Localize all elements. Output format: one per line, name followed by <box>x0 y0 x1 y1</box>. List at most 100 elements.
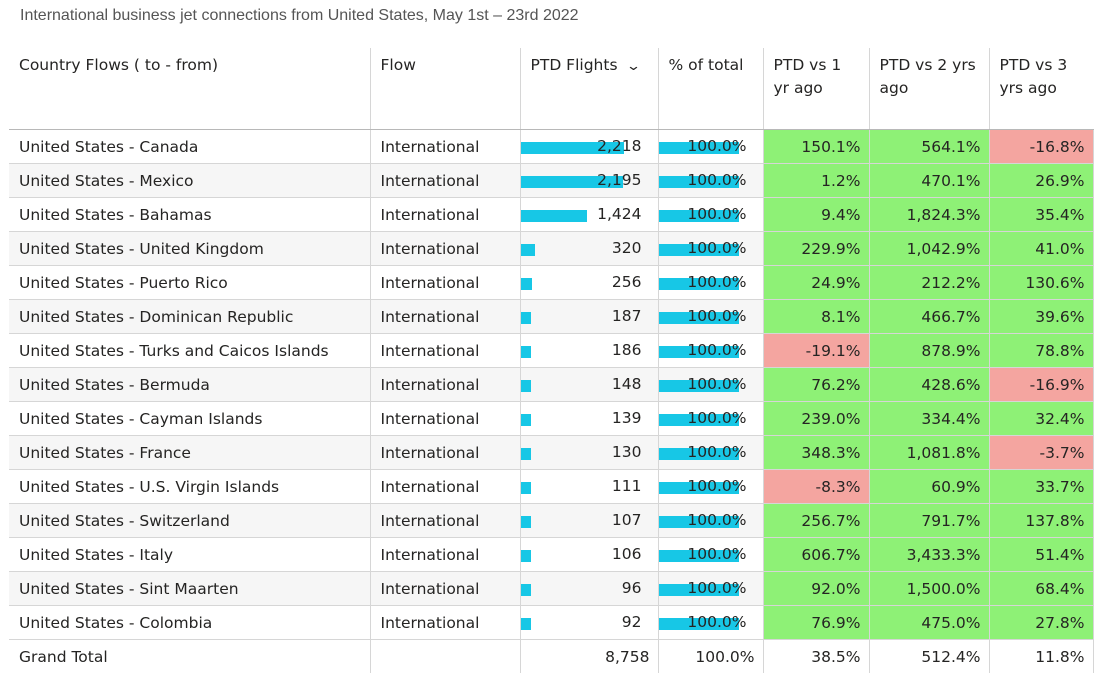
flow-cell: International <box>370 164 520 198</box>
ptd-vs-3yr-cell: 137.8% <box>989 504 1093 538</box>
ptd-vs-1yr-cell: 606.7% <box>763 538 869 572</box>
table-row[interactable]: United States - Turks and Caicos Islands… <box>9 334 1093 368</box>
flow-cell: International <box>370 572 520 606</box>
ptd-flights-value: 320 <box>531 232 650 265</box>
country-flow-cell: United States - Bermuda <box>9 368 370 402</box>
ptd-flights-value: 106 <box>531 538 650 571</box>
grand-total-label: Grand Total <box>9 640 370 673</box>
ptd-vs-3yr-cell: 32.4% <box>989 402 1093 436</box>
ptd-flights-value: 96 <box>531 572 650 605</box>
pct-total-value: 100.0% <box>669 572 755 605</box>
grand-total-flow <box>370 640 520 673</box>
column-header-flow[interactable]: Flow <box>370 48 520 130</box>
ptd-vs-3yr-cell: 27.8% <box>989 606 1093 640</box>
column-header-vs-3yr[interactable]: PTD vs 3 yrs ago <box>989 48 1093 130</box>
ptd-flights-bar <box>521 414 531 426</box>
ptd-flights-bar <box>521 482 531 494</box>
ptd-flights-cell: 2,195 <box>520 164 658 198</box>
ptd-flights-value: 186 <box>531 334 650 367</box>
ptd-flights-value: 107 <box>531 504 650 537</box>
ptd-vs-3yr-cell: 41.0% <box>989 232 1093 266</box>
pct-total-value: 100.0% <box>669 368 755 401</box>
grand-total-vs-1yr: 38.5% <box>763 640 869 673</box>
ptd-vs-2yr-cell: 470.1% <box>869 164 989 198</box>
flow-cell: International <box>370 232 520 266</box>
country-flow-cell: United States - Sint Maarten <box>9 572 370 606</box>
pct-total-cell: 100.0% <box>658 572 763 606</box>
pct-total-value: 100.0% <box>669 334 755 367</box>
country-flow-cell: United States - Switzerland <box>9 504 370 538</box>
pct-total-cell: 100.0% <box>658 436 763 470</box>
pct-total-value: 100.0% <box>669 402 755 435</box>
grand-total-pct: 100.0% <box>658 640 763 673</box>
ptd-flights-cell: 139 <box>520 402 658 436</box>
pct-total-cell: 100.0% <box>658 198 763 232</box>
ptd-vs-2yr-cell: 3,433.3% <box>869 538 989 572</box>
ptd-vs-1yr-cell: -19.1% <box>763 334 869 368</box>
pct-total-cell: 100.0% <box>658 538 763 572</box>
pct-total-cell: 100.0% <box>658 368 763 402</box>
column-header-vs-1yr[interactable]: PTD vs 1 yr ago <box>763 48 869 130</box>
grand-total-vs-3yr: 11.8% <box>989 640 1093 673</box>
ptd-vs-1yr-cell: 76.9% <box>763 606 869 640</box>
pct-total-cell: 100.0% <box>658 232 763 266</box>
ptd-vs-1yr-cell: 256.7% <box>763 504 869 538</box>
ptd-vs-1yr-cell: 229.9% <box>763 232 869 266</box>
ptd-vs-1yr-cell: -8.3% <box>763 470 869 504</box>
ptd-flights-bar <box>521 516 531 528</box>
ptd-flights-value: 1,424 <box>531 198 650 231</box>
country-flow-cell: United States - Turks and Caicos Islands <box>9 334 370 368</box>
column-header-ptd-flights[interactable]: PTD Flights⌄ <box>520 48 658 130</box>
column-header-vs-2yr[interactable]: PTD vs 2 yrs ago <box>869 48 989 130</box>
ptd-flights-value: 130 <box>531 436 650 469</box>
ptd-vs-1yr-cell: 76.2% <box>763 368 869 402</box>
sort-descending-chevron-icon[interactable]: ⌄ <box>625 55 640 78</box>
ptd-flights-cell: 256 <box>520 266 658 300</box>
ptd-vs-2yr-cell: 60.9% <box>869 470 989 504</box>
pct-total-value: 100.0% <box>669 130 755 163</box>
pct-total-value: 100.0% <box>669 504 755 537</box>
ptd-vs-1yr-cell: 9.4% <box>763 198 869 232</box>
pct-total-cell: 100.0% <box>658 300 763 334</box>
ptd-flights-value: 148 <box>531 368 650 401</box>
pct-total-value: 100.0% <box>669 538 755 571</box>
ptd-vs-1yr-cell: 348.3% <box>763 436 869 470</box>
ptd-flights-bar <box>521 584 531 596</box>
ptd-flights-bar <box>521 312 531 324</box>
ptd-vs-2yr-cell: 564.1% <box>869 130 989 164</box>
ptd-vs-3yr-cell: -16.9% <box>989 368 1093 402</box>
ptd-vs-3yr-cell: 51.4% <box>989 538 1093 572</box>
ptd-flights-value: 2,218 <box>531 130 650 163</box>
pct-total-value: 100.0% <box>669 606 755 639</box>
pct-total-cell: 100.0% <box>658 130 763 164</box>
grand-total-vs-2yr: 512.4% <box>869 640 989 673</box>
flow-cell: International <box>370 470 520 504</box>
ptd-vs-3yr-cell: 33.7% <box>989 470 1093 504</box>
flow-cell: International <box>370 504 520 538</box>
column-header-country[interactable]: Country Flows ( to - from) <box>9 48 370 130</box>
ptd-vs-3yr-cell: -3.7% <box>989 436 1093 470</box>
grand-total-row: Grand Total 8,758 100.0% 38.5% 512.4% 11… <box>9 640 1093 673</box>
ptd-flights-cell: 320 <box>520 232 658 266</box>
ptd-flights-bar <box>521 550 531 562</box>
country-flow-cell: United States - U.S. Virgin Islands <box>9 470 370 504</box>
country-flow-cell: United States - France <box>9 436 370 470</box>
ptd-vs-3yr-cell: 68.4% <box>989 572 1093 606</box>
column-header-pct-total[interactable]: % of total <box>658 48 763 130</box>
ptd-vs-3yr-cell: 78.8% <box>989 334 1093 368</box>
ptd-flights-value: 92 <box>531 606 650 639</box>
